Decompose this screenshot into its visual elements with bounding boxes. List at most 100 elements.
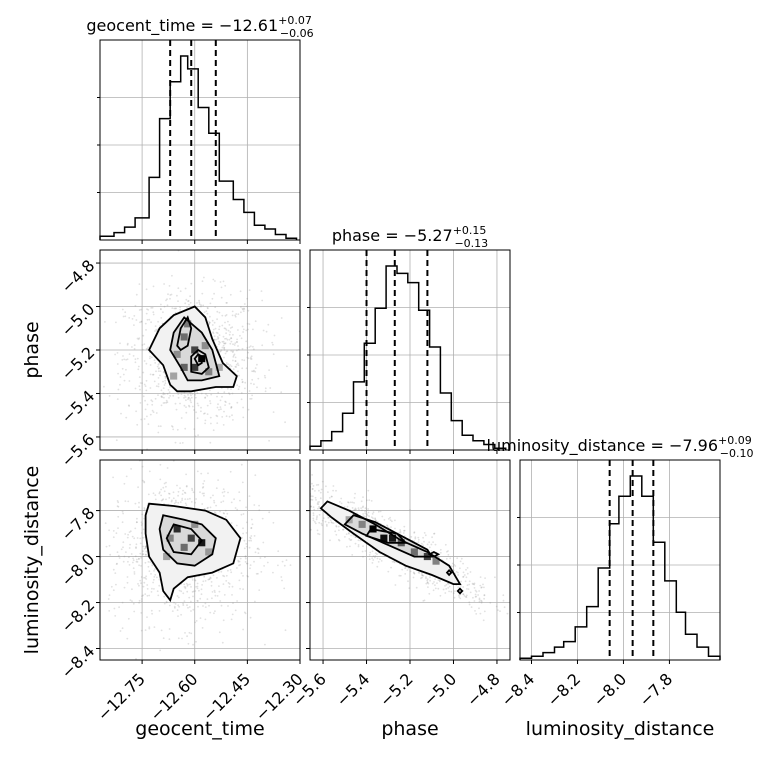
scatter-point — [189, 398, 192, 400]
scatter-point — [466, 567, 469, 569]
scatter-point — [357, 539, 360, 542]
scatter-point — [134, 304, 137, 307]
scatter-point — [136, 423, 139, 426]
scatter-point — [495, 605, 498, 608]
scatter-point — [366, 513, 368, 516]
scatter-point — [413, 532, 416, 534]
scatter-point — [409, 570, 412, 573]
scatter-point — [253, 369, 255, 372]
scatter-point — [122, 541, 125, 544]
scatter-point — [248, 495, 251, 497]
scatter-point — [154, 330, 156, 332]
scatter-point — [138, 557, 140, 560]
scatter-point — [253, 504, 256, 506]
scatter-point — [243, 307, 245, 310]
scatter-point — [240, 398, 243, 401]
scatter-point — [150, 573, 152, 575]
scatter-point — [174, 499, 177, 502]
scatter-point — [213, 501, 216, 504]
scatter-point — [162, 380, 164, 383]
scatter-point — [118, 557, 121, 559]
scatter-point — [160, 488, 163, 491]
scatter-point — [239, 448, 241, 450]
scatter-point — [194, 590, 197, 592]
scatter-point — [470, 606, 473, 608]
scatter-point — [314, 521, 316, 523]
scatter-point — [474, 596, 477, 598]
scatter-point — [133, 537, 136, 540]
scatter-point — [224, 352, 227, 355]
scatter-point — [240, 572, 243, 575]
scatter-point — [183, 586, 186, 588]
scatter-point — [295, 486, 297, 488]
scatter-point — [197, 404, 200, 407]
scatter-point — [120, 548, 123, 551]
scatter-point — [518, 634, 520, 636]
scatter-point — [424, 534, 427, 537]
scatter-point — [321, 519, 324, 522]
scatter-point — [152, 578, 155, 581]
scatter-point — [212, 278, 215, 281]
scatter-point — [133, 610, 136, 613]
scatter-point — [184, 492, 187, 494]
scatter-point — [343, 506, 346, 508]
scatter-point — [157, 394, 159, 396]
scatter-point — [163, 595, 166, 598]
scatter-point — [216, 595, 219, 597]
scatter-point — [460, 557, 463, 560]
scatter-point — [174, 402, 177, 405]
scatter-point — [196, 392, 199, 394]
density-cell — [173, 350, 181, 358]
scatter-point — [413, 572, 415, 574]
scatter-point — [121, 308, 124, 311]
xtick-label: −12.75 — [94, 669, 149, 724]
scatter-point — [319, 497, 322, 500]
scatter-point — [218, 343, 220, 346]
scatter-point — [142, 550, 144, 553]
scatter-point — [223, 347, 226, 349]
scatter-point — [226, 363, 228, 366]
scatter-point — [478, 597, 481, 600]
scatter-point — [230, 522, 233, 524]
scatter-point — [478, 607, 480, 610]
scatter-point — [135, 658, 137, 660]
hist-title-luminosity_distance: luminosity_distance = −7.96+0.09 −0.10 — [487, 434, 754, 460]
scatter-point — [250, 535, 253, 537]
scatter-point — [231, 392, 234, 395]
scatter-point — [224, 337, 226, 340]
scatter-point — [376, 565, 379, 568]
scatter-point — [66, 351, 68, 353]
scatter-point — [217, 391, 220, 394]
scatter-point — [245, 506, 248, 509]
scatter-point — [125, 358, 127, 361]
scatter-point — [125, 475, 128, 478]
scatter-point — [462, 575, 465, 578]
scatter-point — [162, 498, 165, 501]
scatter-point — [200, 305, 202, 308]
scatter-point — [393, 560, 395, 563]
scatter-point — [147, 565, 150, 568]
scatter-point — [136, 558, 138, 561]
scatter-point — [260, 497, 262, 499]
scatter-point — [125, 368, 127, 371]
scatter-point — [199, 491, 201, 493]
scatter-point — [183, 404, 186, 407]
scatter-point — [139, 542, 142, 545]
scatter-point — [376, 553, 378, 556]
scatter-point — [213, 339, 216, 341]
scatter-point — [181, 497, 184, 500]
scatter-point — [231, 585, 234, 588]
scatter-point — [131, 588, 133, 591]
scatter-point — [135, 410, 138, 413]
scatter-point — [124, 500, 127, 503]
scatter-point — [228, 586, 231, 588]
scatter-point — [166, 298, 168, 301]
scatter-point — [165, 481, 167, 484]
scatter-point — [221, 324, 224, 327]
scatter-point — [122, 373, 125, 376]
scatter-point — [197, 434, 200, 437]
scatter-point — [200, 304, 203, 307]
contour-line — [158, 514, 217, 567]
scatter-point — [289, 501, 291, 503]
scatter-point — [163, 490, 166, 493]
